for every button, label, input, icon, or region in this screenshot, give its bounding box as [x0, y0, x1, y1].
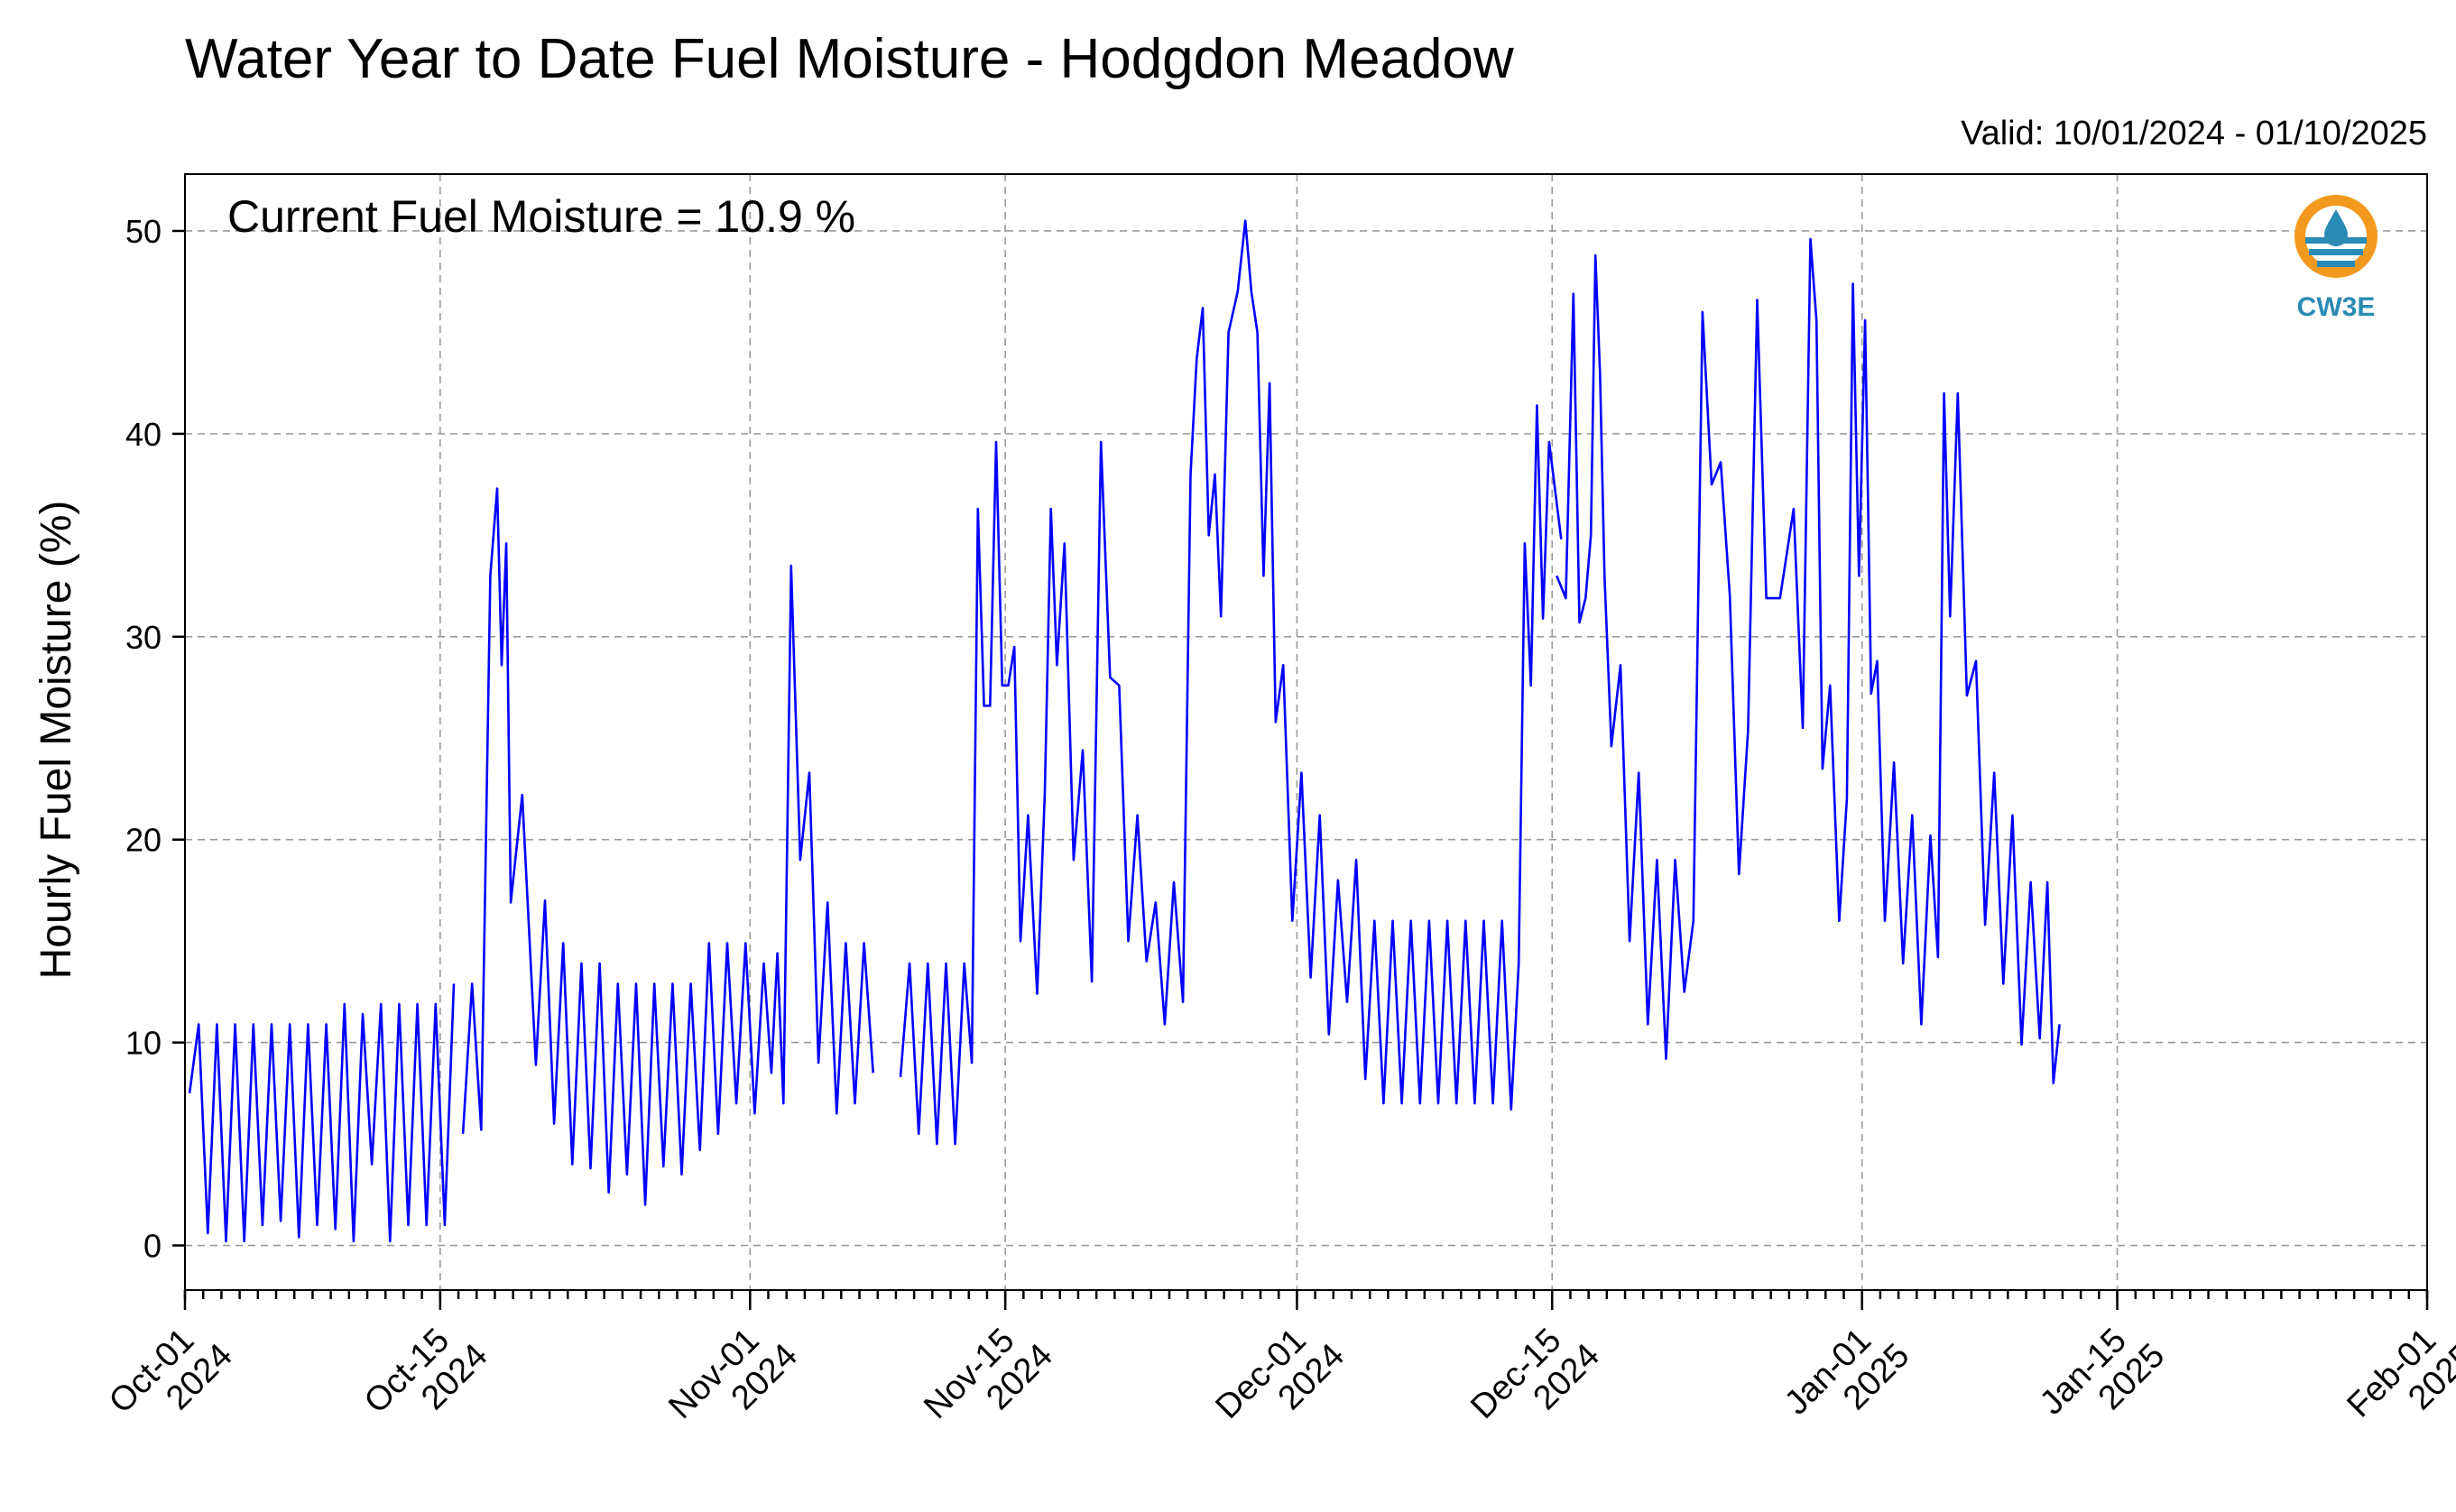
fuel-moisture-series: [188, 219, 2061, 1243]
y-tick-label: 0: [143, 1228, 162, 1265]
plot-frame: [184, 173, 2428, 1291]
fuel-moisture-line: [461, 487, 874, 1206]
fuel-moisture-line: [899, 219, 1563, 1146]
y-axis-ticks: 0 10 20 30 40 50: [125, 213, 185, 1265]
cw3e-logo-text: CW3E: [2297, 292, 2376, 322]
cw3e-water-drop-icon: [2294, 195, 2378, 278]
gridlines: [184, 174, 2428, 1290]
valid-date-range: Valid: 10/01/2024 - 01/10/2025: [1961, 115, 2427, 152]
fuel-moisture-line: [188, 983, 456, 1243]
chart-title: Water Year to Date Fuel Moisture - Hodgd…: [185, 28, 1514, 90]
current-fuel-moisture-label: Current Fuel Moisture = 10.9 %: [227, 191, 855, 242]
y-tick-label: 10: [125, 1025, 162, 1062]
y-tick-label: 50: [125, 213, 162, 250]
cw3e-logo: CW3E: [2294, 195, 2378, 322]
y-tick-label: 20: [125, 822, 162, 859]
y-tick-label: 30: [125, 619, 162, 656]
y-axis-label: Hourly Fuel Moisture (%): [32, 501, 80, 980]
y-tick-label: 40: [125, 416, 162, 453]
fuel-moisture-line: [1556, 237, 2061, 1084]
